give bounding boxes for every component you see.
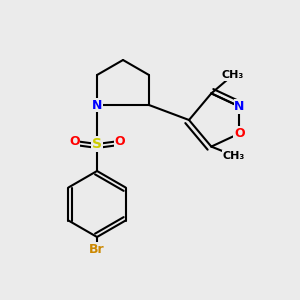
Text: S: S xyxy=(92,137,102,151)
Text: Br: Br xyxy=(89,242,105,256)
Text: O: O xyxy=(69,134,80,148)
Text: CH₃: CH₃ xyxy=(223,151,245,160)
Text: N: N xyxy=(234,100,244,113)
Text: N: N xyxy=(92,98,102,112)
Text: O: O xyxy=(234,127,245,140)
Text: CH₃: CH₃ xyxy=(221,70,243,80)
Text: O: O xyxy=(114,134,125,148)
